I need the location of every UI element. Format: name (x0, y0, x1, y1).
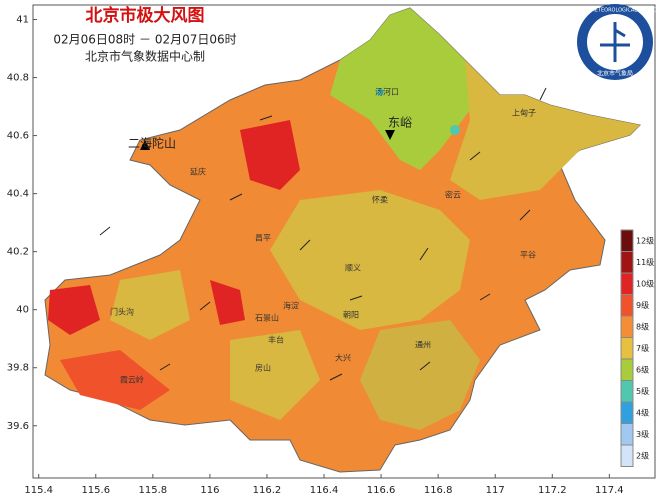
y-tick-label: 40.6 (7, 131, 29, 142)
x-tick-label: 116.4 (310, 485, 339, 496)
x-tick-label: 115.6 (81, 485, 110, 496)
period: 02月06日08时 － 02月07日06时 (53, 33, 236, 47)
legend-swatch (620, 337, 634, 360)
title: 北京市极大风图 (86, 5, 205, 26)
legend-label: 11级 (636, 257, 654, 267)
place-label: 丰台 (268, 335, 284, 345)
x-tick-label: 116.8 (424, 485, 453, 496)
y-tick-label: 40.4 (7, 189, 29, 200)
y-tick-label: 40.2 (7, 247, 29, 258)
x-tick-label: 115.4 (24, 485, 53, 496)
x-tick-label: 116.2 (253, 485, 282, 496)
x-tick-label: 117 (486, 485, 505, 496)
legend-label: 2级 (636, 450, 649, 460)
wind-barbs (99, 87, 547, 381)
legend-swatch (620, 423, 634, 446)
legend-swatch (620, 444, 634, 467)
place-labels: 二海陀山 东峪 汤河口 上甸子 延庆 怀柔 密云 平谷 顺义 昌平 海淀 朝阳 … (110, 87, 536, 385)
logo-chinese: 北京市气象局 (597, 70, 633, 78)
legend-swatch (620, 358, 634, 381)
y-tick-label: 39.8 (7, 363, 29, 374)
y-tick-label: 40.8 (7, 73, 29, 84)
place-label: 大兴 (335, 353, 351, 363)
place-label: 海淀 (283, 301, 299, 311)
legend-label: 3级 (636, 429, 649, 439)
credit: 北京市气象数据中心制 (85, 49, 205, 64)
region (44, 7, 642, 473)
place-label: 霞云岭 (120, 375, 144, 385)
place-label: 密云 (445, 190, 461, 200)
place-label: 上甸子 (512, 108, 536, 118)
x-tick-label: 116.6 (367, 485, 396, 496)
x-tick-label: 115.8 (139, 485, 168, 496)
legend-label: 9级 (636, 300, 649, 310)
legend-label: 4级 (636, 407, 649, 417)
legend-label: 6级 (636, 364, 649, 374)
place-label: 石景山 (255, 313, 279, 323)
y-tick-label: 39.6 (7, 421, 29, 432)
place-label: 昌平 (255, 234, 271, 243)
peak-label: 东峪 (388, 116, 412, 130)
y-tick-label: 41 (16, 15, 29, 26)
x-tick-label: 116 (200, 485, 219, 496)
place-label: 怀柔 (372, 195, 388, 205)
legend-label: 10级 (636, 278, 654, 288)
legend-swatch (620, 315, 634, 338)
legend-swatch (620, 272, 634, 295)
place-label: 汤河口 (375, 87, 399, 97)
legend-label: 5级 (636, 386, 649, 396)
place-label: 房山 (255, 363, 271, 373)
place-label: 顺义 (345, 264, 361, 273)
legend-label: 8级 (636, 321, 649, 331)
legend-label: 12级 (636, 235, 654, 245)
place-label: 朝阳 (343, 311, 359, 320)
legend-swatch (620, 251, 634, 274)
peak-label: 二海陀山 (128, 136, 176, 151)
x-tick-label: 117.2 (538, 485, 567, 496)
place-label: 通州 (415, 340, 431, 350)
logo-english: BEIJING METEOROLOGICAL SERVICE (570, 8, 660, 14)
legend-swatch (620, 401, 634, 424)
place-label: 平谷 (520, 251, 536, 260)
x-tick-label: 117.4 (595, 485, 624, 496)
place-label: 门头沟 (110, 307, 134, 317)
logo: BEIJING METEOROLOGICAL SERVICE 北京市气象局 (570, 4, 660, 80)
place-label: 延庆 (190, 167, 206, 177)
legend-label: 7级 (636, 343, 649, 353)
legend-swatch (620, 229, 634, 252)
y-tick-label: 40 (16, 305, 29, 316)
legend-swatch (620, 294, 634, 317)
legend-swatch (620, 380, 634, 403)
